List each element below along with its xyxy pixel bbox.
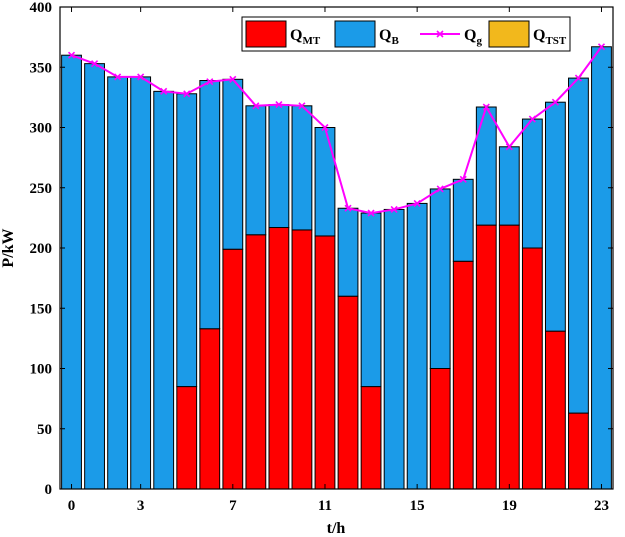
bar-QB-t23	[591, 46, 612, 490]
point-Qg-t11	[321, 123, 329, 132]
y-tick-label: 100	[30, 362, 53, 378]
legend-label-QMT: QMT	[290, 27, 321, 47]
legend: QMT QB Qg QTST	[241, 16, 571, 52]
bar-QMT-t12	[337, 295, 359, 490]
point-Qg-t4	[160, 87, 168, 95]
bar-QMT-t20	[521, 247, 543, 490]
bar-QMT-t9	[268, 227, 290, 490]
bar-QMT-t5	[176, 386, 198, 490]
bar-layer	[61, 46, 612, 490]
point-Qg-t19	[505, 143, 513, 151]
point-Qg-t15	[413, 199, 421, 207]
bar-QB-t20	[521, 118, 543, 249]
bar-QMT-t13	[360, 386, 382, 490]
legend-swatch-QTST	[488, 20, 530, 48]
y-tick-label: 0	[45, 482, 53, 498]
y-tick-label: 400	[30, 0, 53, 16]
y-tick-label: 300	[30, 121, 53, 137]
bar-QB-t16	[429, 188, 451, 369]
bar-QB-t19	[498, 146, 520, 226]
x-axis-label: t/h	[327, 520, 346, 537]
point-Qg-t9	[275, 101, 283, 109]
x-tick-label: 15	[410, 498, 425, 514]
bar-QMT-t17	[452, 260, 474, 490]
point-Qg-t14	[390, 205, 398, 214]
x-tick-label: 3	[137, 498, 145, 514]
bar-QB-t10	[291, 105, 313, 231]
bar-QB-t15	[406, 202, 428, 490]
point-Qg-t7	[229, 75, 237, 83]
y-tick-label: 350	[30, 60, 53, 76]
legend-swatch-QMT	[245, 20, 287, 48]
point-Qg-t5	[183, 90, 191, 98]
bar-QB-t8	[245, 105, 267, 236]
bar-QB-t2	[107, 76, 129, 490]
bar-QB-t11	[314, 127, 336, 237]
x-axis: 0 3 7 11 15 19 23	[68, 7, 609, 514]
bar-QB-t5	[176, 93, 198, 388]
point-Qg-t12	[344, 204, 352, 212]
y-tick-label: 50	[37, 422, 52, 438]
bar-QMT-t18	[475, 224, 497, 490]
point-Qg-t6	[206, 78, 214, 86]
bar-QB-t17	[452, 178, 474, 262]
point-Qg-t20	[528, 115, 536, 123]
bar-QMT-t21	[544, 330, 566, 490]
bar-QB-t13	[360, 212, 382, 388]
bar-QB-t14	[383, 208, 405, 490]
y-tick-label: 250	[30, 181, 53, 197]
point-Qg-t8	[252, 102, 260, 110]
bar-QB-t22	[568, 77, 589, 414]
point-Qg-t13	[367, 209, 375, 217]
y-tick-label: 200	[30, 241, 53, 257]
bar-QB-t3	[130, 76, 152, 490]
x-tick-label: 7	[229, 498, 237, 514]
y-axis: 0 50 100 150 200 250 300 350 400	[30, 0, 613, 498]
point-Qg-t3	[137, 73, 145, 81]
bar-QMT-t19	[498, 224, 520, 490]
point-Qg-t21	[551, 98, 559, 106]
point-Qg-t16	[436, 185, 444, 193]
bar-QB-t1	[84, 63, 105, 490]
bar-QMT-t10	[291, 229, 313, 490]
legend-swatch-QB	[334, 20, 376, 48]
bar-QMT-t8	[245, 234, 267, 490]
point-Qg-t1	[90, 60, 99, 68]
bar-QB-t0	[61, 54, 82, 490]
bar-QMT-t11	[314, 235, 336, 490]
legend-label-QTST: QTST	[533, 27, 567, 47]
bar-QMT-t22	[568, 412, 589, 490]
y-tick-label: 150	[30, 301, 53, 317]
bar-QB-t21	[544, 101, 566, 332]
bar-QB-t9	[268, 104, 290, 229]
x-tick-label: 0	[68, 498, 76, 514]
y-axis-label: P/kW	[0, 228, 17, 267]
bar-QB-t7	[222, 78, 244, 250]
line-layer	[67, 43, 606, 217]
bar-QMT-t6	[199, 328, 221, 490]
point-Qg-t18	[482, 103, 490, 111]
line-Qg	[71, 46, 603, 215]
point-Qg-t10	[298, 102, 306, 110]
bar-QB-t18	[475, 106, 497, 226]
point-Qg-t0	[67, 51, 76, 59]
bar-QMT-t7	[222, 248, 244, 490]
point-Qg-t23	[597, 43, 606, 51]
x-tick-label: 19	[502, 498, 517, 514]
x-tick-label: 23	[594, 498, 609, 514]
point-Qg-t2	[114, 73, 122, 81]
point-Qg-t17	[459, 175, 467, 183]
bar-QB-t6	[199, 80, 221, 330]
bar-QB-t12	[337, 207, 359, 297]
x-tick-label: 11	[318, 498, 332, 514]
legend-label-QB: QB	[379, 27, 399, 47]
bar-QB-t4	[153, 90, 175, 490]
bar-QMT-t16	[429, 368, 451, 490]
legend-marker	[436, 30, 444, 38]
legend-label-Qg: Qg	[464, 27, 482, 47]
point-Qg-t22	[574, 74, 583, 82]
